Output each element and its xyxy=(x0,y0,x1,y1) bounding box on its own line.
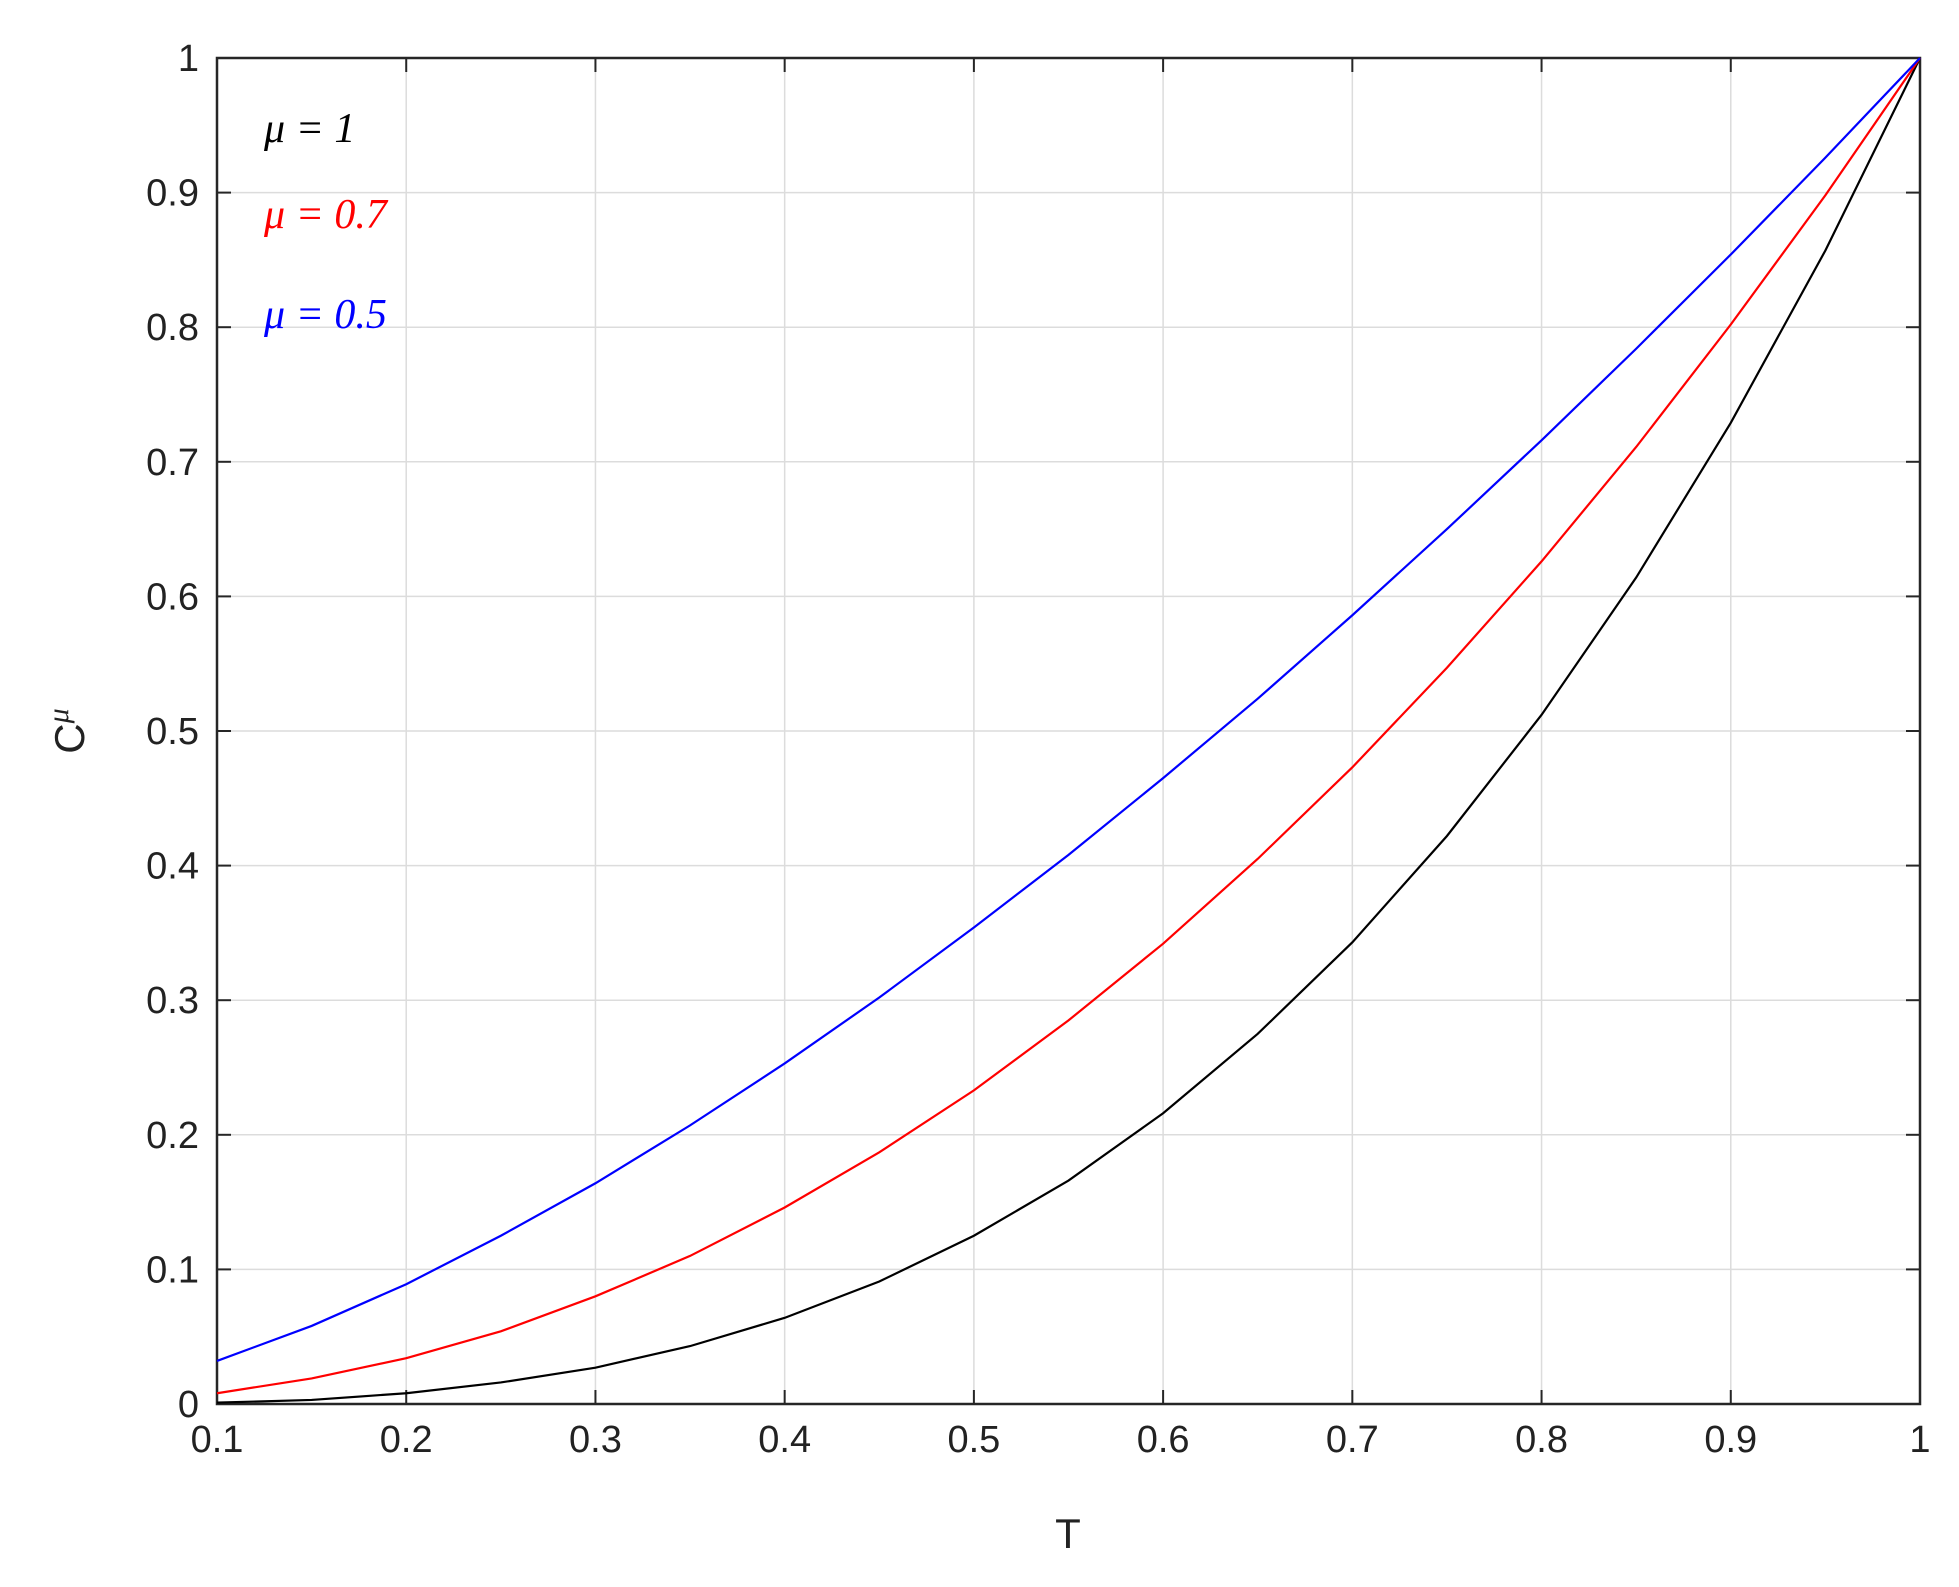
y-tick-label: 0.4 xyxy=(146,846,199,888)
x-tick-label: 0.3 xyxy=(569,1419,622,1461)
y-tick-label: 0.6 xyxy=(146,576,199,618)
legend-entry: μ = 0.7 xyxy=(263,192,389,238)
x-tick-label: 1 xyxy=(1909,1419,1930,1461)
x-tick-label: 0.2 xyxy=(380,1419,433,1461)
series-line xyxy=(216,57,1921,1395)
x-tick-label: 0.4 xyxy=(758,1419,811,1461)
legend-entry: μ = 0.5 xyxy=(263,292,387,338)
y-tick-label: 0.1 xyxy=(146,1249,199,1291)
y-tick-label: 0.2 xyxy=(146,1115,199,1157)
legend-entry: μ = 1 xyxy=(263,106,355,152)
y-tick-label: 0.5 xyxy=(146,711,199,753)
y-tick-label: 1 xyxy=(178,38,199,80)
y-tick-label: 0.7 xyxy=(146,442,199,484)
x-tick-label: 0.7 xyxy=(1326,1419,1379,1461)
series-line xyxy=(216,57,1921,1404)
y-axis-label: Cμ xyxy=(42,708,93,753)
x-tick-label: 0.8 xyxy=(1515,1419,1568,1461)
y-axis-label-sup: μ xyxy=(42,708,75,724)
x-tick-label: 0.6 xyxy=(1137,1419,1190,1461)
y-tick-label: 0.8 xyxy=(146,307,199,349)
x-tick-label: 0.9 xyxy=(1704,1419,1757,1461)
plot-frame xyxy=(215,56,1922,1406)
x-axis-label: T xyxy=(1055,1510,1081,1557)
series-line xyxy=(216,57,1921,1362)
x-tick-label: 0.5 xyxy=(947,1419,1000,1461)
y-axis-label-base: C xyxy=(46,723,93,753)
y-tick-label: 0.9 xyxy=(146,173,199,215)
x-tick-label: 0.1 xyxy=(191,1419,244,1461)
y-tick-label: 0.3 xyxy=(146,980,199,1022)
y-tick-label: 0 xyxy=(178,1384,199,1426)
